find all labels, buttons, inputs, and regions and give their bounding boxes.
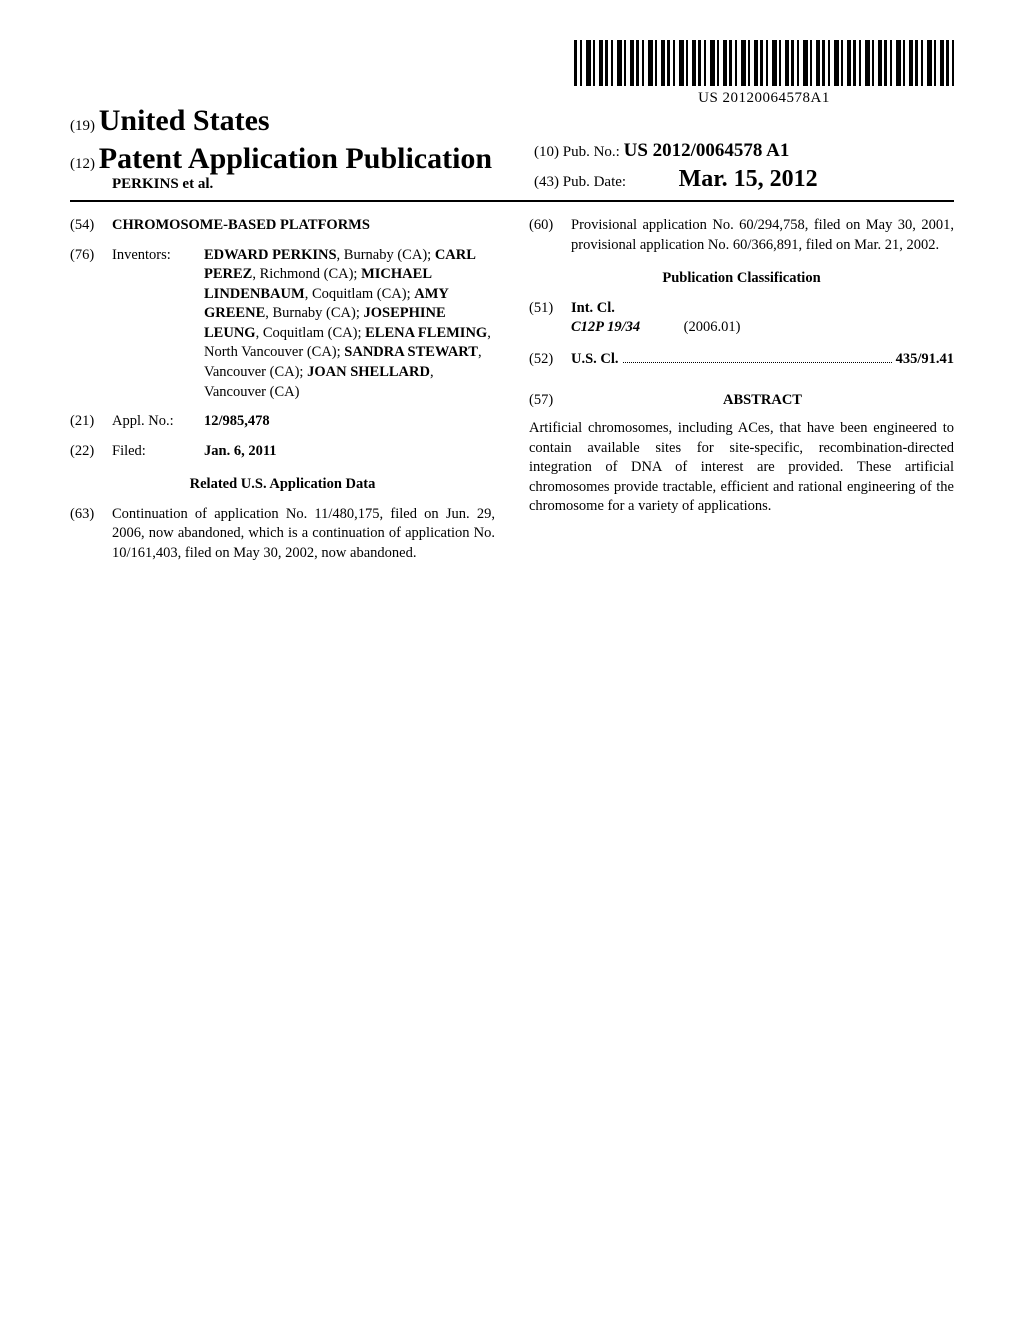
filed-date: Jan. 6, 2011 — [204, 442, 495, 462]
inventor-name: JOAN SHELLARD — [307, 364, 430, 380]
inventor-location: , Burnaby (CA); — [265, 305, 363, 321]
inventor-name: ELENA FLEMING — [365, 325, 487, 341]
field-57: (57) ABSTRACT — [529, 391, 954, 411]
pub-class-header: Publication Classification — [529, 269, 954, 289]
spacer — [529, 411, 954, 419]
barcode-bars — [574, 40, 954, 86]
field-19-num: (19) — [70, 118, 95, 134]
field-63: (63) Continuation of application No. 11/… — [70, 505, 495, 564]
inventor-location: , Coquitlam (CA); — [305, 286, 415, 302]
field-76-label: Inventors: — [112, 246, 204, 403]
field-22: (22) Filed: Jan. 6, 2011 — [70, 442, 495, 462]
field-54: (54) CHROMOSOME-BASED PLATFORMS — [70, 216, 495, 236]
barcode-number: US 20120064578A1 — [574, 90, 954, 107]
abstract-text: Artificial chromosomes, including ACes, … — [529, 419, 954, 517]
inventor-location: , Burnaby (CA); — [337, 247, 435, 263]
document-header: US 20120064578A1 (19) United States (12)… — [70, 40, 954, 200]
field-60-text: Provisional application No. 60/294,758, … — [571, 216, 954, 255]
pub-info-block: (10) Pub. No.: US 2012/0064578 A1 (43) P… — [534, 140, 954, 193]
field-51-label: Int. Cl. — [571, 299, 954, 319]
field-51-num: (51) — [529, 299, 571, 338]
barcode-block: US 20120064578A1 — [574, 40, 954, 107]
field-21: (21) Appl. No.: 12/985,478 — [70, 412, 495, 432]
int-cl-code: C12P 19/34 — [571, 319, 640, 335]
field-57-num: (57) — [529, 391, 571, 411]
inventor-location: , Coquitlam (CA); — [256, 325, 366, 341]
inventor-name: EDWARD PERKINS — [204, 247, 337, 263]
field-63-text: Continuation of application No. 11/480,1… — [112, 505, 495, 564]
inventor-name: SANDRA STEWART — [344, 344, 478, 360]
invention-title: CHROMOSOME-BASED PLATFORMS — [112, 216, 495, 236]
dot-leader — [623, 350, 892, 363]
int-cl-edition: (2006.01) — [684, 319, 741, 335]
field-21-num: (21) — [70, 412, 112, 432]
field-63-num: (63) — [70, 505, 112, 564]
field-52-label: U.S. Cl. — [571, 350, 619, 370]
spacer — [529, 338, 954, 350]
appl-number: 12/985,478 — [204, 412, 495, 432]
doc-type: Patent Application Publication — [99, 142, 492, 175]
inventors-list: EDWARD PERKINS, Burnaby (CA); CARL PEREZ… — [204, 246, 495, 403]
related-app-header: Related U.S. Application Data — [70, 475, 495, 495]
field-54-num: (54) — [70, 216, 112, 236]
field-22-label: Filed: — [112, 442, 204, 462]
pubdate-label: Pub. Date: — [563, 174, 626, 190]
field-76: (76) Inventors: EDWARD PERKINS, Burnaby … — [70, 246, 495, 403]
field-76-num: (76) — [70, 246, 112, 403]
field-43-num: (43) — [534, 174, 559, 190]
field-21-label: Appl. No.: — [112, 412, 204, 432]
right-column: (60) Provisional application No. 60/294,… — [529, 216, 954, 573]
us-cl-value: 435/91.41 — [896, 350, 954, 370]
pubno-label: Pub. No.: — [563, 144, 620, 160]
field-60-num: (60) — [529, 216, 571, 255]
field-52: (52) U.S. Cl. 435/91.41 — [529, 350, 954, 370]
field-52-num: (52) — [529, 350, 571, 370]
body-columns: (54) CHROMOSOME-BASED PLATFORMS (76) Inv… — [70, 216, 954, 573]
authors-short: PERKINS et al. — [112, 176, 213, 192]
field-60: (60) Provisional application No. 60/294,… — [529, 216, 954, 255]
field-51: (51) Int. Cl. C12P 19/34 (2006.01) — [529, 299, 954, 338]
header-rule — [70, 200, 954, 202]
abstract-label: ABSTRACT — [723, 392, 802, 408]
pub-date: Mar. 15, 2012 — [679, 166, 818, 192]
left-column: (54) CHROMOSOME-BASED PLATFORMS (76) Inv… — [70, 216, 495, 573]
field-10-num: (10) — [534, 144, 559, 160]
inventor-location: , Richmond (CA); — [252, 266, 361, 282]
title-block: (19) United States (12) Patent Applicati… — [70, 104, 492, 193]
field-12-num: (12) — [70, 156, 95, 172]
field-22-num: (22) — [70, 442, 112, 462]
pub-number: US 2012/0064578 A1 — [624, 140, 790, 161]
spacer — [529, 369, 954, 391]
country: United States — [99, 104, 270, 137]
